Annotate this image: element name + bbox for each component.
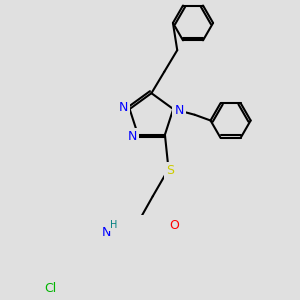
Text: N: N — [101, 226, 111, 239]
Text: N: N — [128, 130, 137, 142]
Text: N: N — [174, 104, 184, 117]
Text: N: N — [119, 101, 129, 114]
Text: O: O — [169, 218, 179, 232]
Text: S: S — [166, 164, 174, 177]
Text: H: H — [110, 220, 117, 230]
Text: Cl: Cl — [45, 282, 57, 295]
